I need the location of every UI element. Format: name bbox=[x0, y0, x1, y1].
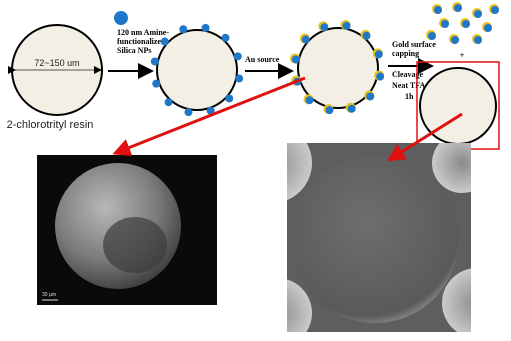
red-arrow bbox=[112, 76, 306, 156]
gold-label: Gold surface bbox=[392, 40, 436, 49]
silica-np bbox=[342, 21, 351, 30]
silica-np bbox=[366, 92, 375, 101]
sem-shadow bbox=[103, 217, 167, 273]
silica-np bbox=[374, 50, 383, 59]
silica-np bbox=[305, 96, 314, 105]
free-particles bbox=[426, 2, 499, 44]
silica-np bbox=[235, 74, 244, 83]
cleavage-label: 1h bbox=[405, 92, 414, 101]
silica-np bbox=[301, 35, 310, 44]
silica-np bbox=[474, 10, 482, 18]
red-arrow bbox=[386, 112, 463, 162]
scale-label: 30 µm bbox=[42, 292, 56, 298]
silica-np bbox=[291, 55, 300, 64]
silica-np bbox=[160, 37, 169, 46]
silica-np bbox=[320, 23, 329, 32]
sem-sphere bbox=[432, 143, 471, 193]
silica-np bbox=[491, 6, 499, 14]
silica-np bbox=[221, 33, 230, 42]
sem-sphere bbox=[442, 268, 471, 332]
silica-np bbox=[441, 20, 449, 28]
silica-label: Silica NPs bbox=[117, 46, 151, 55]
silica-np bbox=[152, 79, 161, 88]
silica-np bbox=[474, 36, 482, 44]
gold-label: capping bbox=[392, 49, 419, 58]
diameter-label: 72~150 um bbox=[34, 58, 79, 68]
silica-np bbox=[484, 24, 492, 32]
silica-np bbox=[225, 94, 234, 103]
sem-clip bbox=[287, 143, 471, 332]
bead-gold bbox=[297, 27, 379, 109]
cleavage-label: Neat TFA bbox=[392, 81, 425, 90]
silica-np bbox=[428, 32, 436, 40]
silica-np bbox=[325, 106, 334, 115]
silica-np bbox=[179, 25, 188, 34]
silica-np bbox=[201, 23, 210, 32]
silica-np bbox=[434, 6, 442, 14]
au-label: Au source bbox=[245, 55, 280, 64]
silica-np bbox=[184, 108, 193, 117]
silica-np bbox=[376, 72, 385, 81]
silica-np bbox=[362, 31, 371, 40]
cleavage-label: Cleavage bbox=[392, 70, 424, 79]
sem-sphere bbox=[287, 143, 312, 201]
silica-np bbox=[454, 4, 462, 12]
sem-sphere bbox=[287, 279, 312, 332]
plus: + bbox=[460, 51, 465, 60]
silica-np bbox=[206, 106, 215, 115]
silica-np bbox=[150, 57, 159, 66]
silica-np bbox=[114, 11, 128, 25]
silica-np bbox=[462, 20, 470, 28]
silica-np bbox=[164, 98, 173, 107]
silica-np bbox=[451, 36, 459, 44]
silica-label: 120 nm Amine- bbox=[117, 28, 169, 37]
sem-sphere bbox=[291, 155, 459, 323]
resin-label: 2-chlorotrityl resin bbox=[7, 119, 94, 131]
silica-label: functionalized bbox=[117, 37, 166, 46]
silica-np bbox=[347, 104, 356, 113]
np-ring bbox=[150, 23, 244, 117]
silica-np bbox=[233, 52, 242, 61]
bead-with-np bbox=[156, 29, 238, 111]
